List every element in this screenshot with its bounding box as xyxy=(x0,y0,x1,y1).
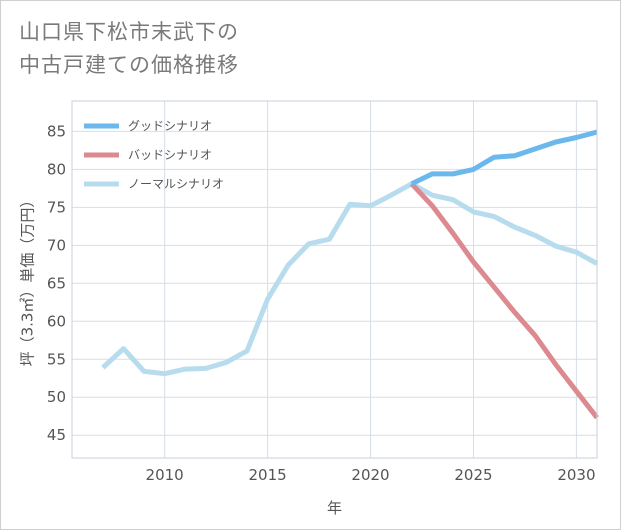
x-tick-label: 2015 xyxy=(248,466,286,484)
y-tick-label: 45 xyxy=(47,426,66,444)
x-tick-label: 2010 xyxy=(146,466,184,484)
legend-good-scenario: グッドシナリオ xyxy=(84,119,212,133)
series-lines xyxy=(101,129,599,420)
legend-label: バッドシナリオ xyxy=(128,148,212,162)
y-tick-label: 60 xyxy=(47,312,66,330)
y-tick-label: 75 xyxy=(47,198,66,216)
x-axis-title: 年 xyxy=(327,499,342,517)
normal-scenario-line xyxy=(101,181,599,377)
good-scenario-line xyxy=(410,129,598,187)
legend-label: ノーマルシナリオ xyxy=(128,177,224,191)
x-tick-label: 2030 xyxy=(557,466,595,484)
y-tick-label: 65 xyxy=(47,274,66,292)
legend-bad-scenario: バッドシナリオ xyxy=(84,148,212,162)
x-tick-label: 2020 xyxy=(351,466,389,484)
chart-title: 山口県下松市末武下の 中古戸建ての価格推移 xyxy=(19,16,239,82)
legend-label: グッドシナリオ xyxy=(128,119,212,133)
grid-lines xyxy=(72,101,597,458)
y-tick-label: 80 xyxy=(47,160,66,178)
y-tick-label: 55 xyxy=(47,350,66,368)
legend-normal-scenario: ノーマルシナリオ xyxy=(84,177,224,191)
chart-title-line-1: 山口県下松市末武下の xyxy=(19,20,239,44)
tick-labels: 2010 2015 2020 2025 2030 45 50 55 60 65 70 75 80 85 xyxy=(47,122,596,484)
y-tick-label: 85 xyxy=(47,122,66,140)
y-tick-label: 70 xyxy=(47,236,66,254)
y-tick-label: 50 xyxy=(47,388,66,406)
y-axis-title: 坪（3.3㎡）単価（万円） xyxy=(19,193,37,367)
x-tick-label: 2025 xyxy=(454,466,492,484)
bad-scenario-line xyxy=(409,182,599,420)
plot-area-border xyxy=(71,100,598,459)
chart-title-line-2: 中古戸建ての価格推移 xyxy=(19,53,239,77)
